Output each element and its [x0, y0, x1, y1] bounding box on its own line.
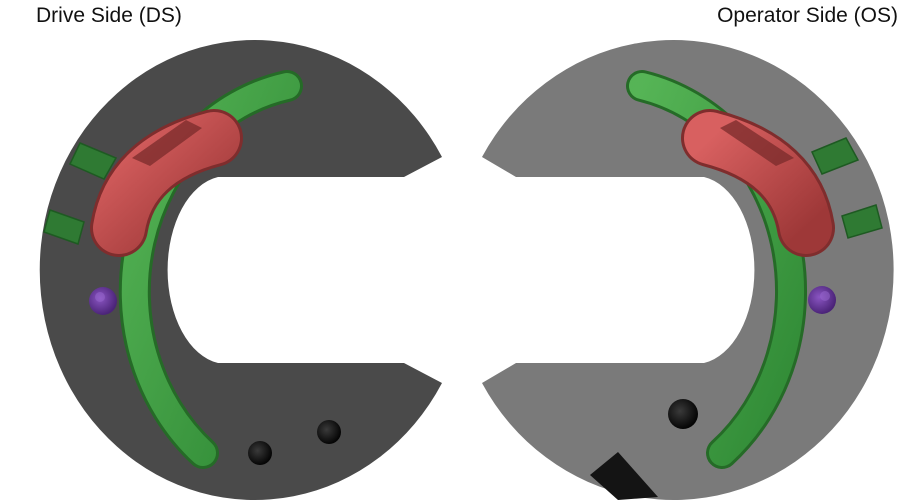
operator-side-arc-joint — [841, 204, 883, 239]
drive-side-plate — [39, 39, 442, 500]
drive-side-black-hole — [317, 420, 341, 444]
drive-side-arc-joint — [43, 209, 85, 245]
drive-side-red-slot — [90, 109, 243, 257]
drive-side-label: Drive Side (DS) — [36, 4, 182, 27]
operator-side-plate — [482, 39, 894, 500]
operator-side-black-hole — [668, 399, 698, 429]
operator-side-arc-joint — [810, 137, 860, 175]
drive-side-black-hole — [248, 441, 272, 465]
drive-side-arc-joint — [68, 142, 118, 180]
operator-side-black-wedge — [590, 452, 658, 500]
operator-side-red-slot — [681, 109, 835, 257]
operator-side-label: Operator Side (OS) — [717, 4, 898, 27]
